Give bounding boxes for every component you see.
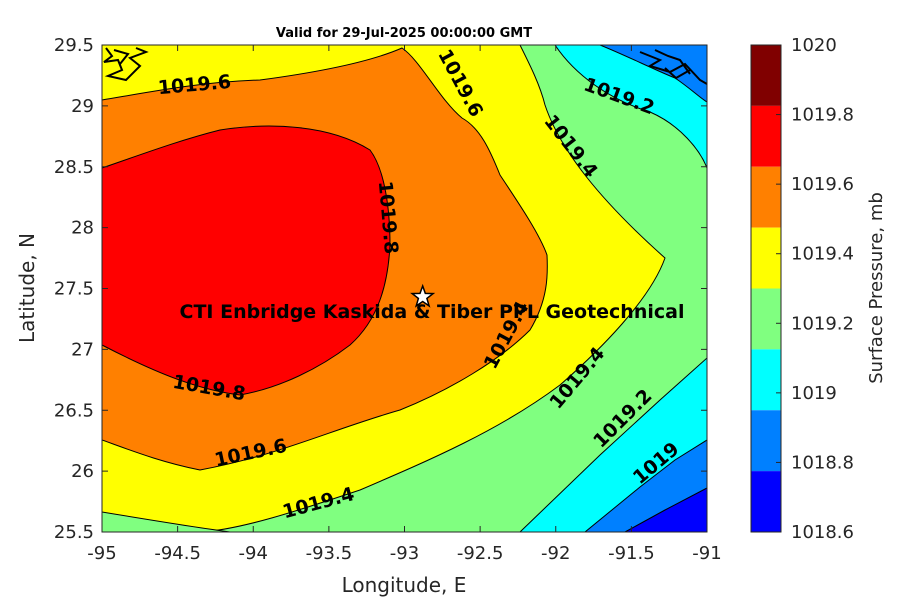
- colorbar-label: Surface Pressure, mb: [866, 192, 887, 384]
- colorbar-swatch: [751, 45, 781, 106]
- y-axis-label: Latitude, N: [15, 233, 39, 343]
- y-tick-label: 27.5: [54, 279, 94, 300]
- y-tick-label: 27: [71, 339, 94, 360]
- colorbar-swatch: [751, 349, 781, 411]
- colorbar-swatch: [751, 105, 781, 167]
- colorbar-tick-label: 1019.8: [791, 105, 854, 126]
- coastline-east: [639, 49, 707, 85]
- colorbar-tick-label: 1019.6: [791, 174, 854, 195]
- colorbar-tick-label: 1018.8: [791, 452, 854, 473]
- x-axis-ticks: -95 -94.5 -94 -93.5 -93 -92.5 -92 -91.5 -91: [87, 45, 722, 564]
- colorbar-swatch: [751, 410, 781, 472]
- colorbar-swatch: [751, 166, 781, 228]
- x-tick-label: -93.5: [306, 543, 353, 564]
- y-tick-label: 28: [71, 218, 94, 239]
- x-tick-label: -94: [239, 543, 268, 564]
- y-tick-label: 26.5: [54, 400, 94, 421]
- colorbar-tick-label: 1020: [791, 35, 837, 56]
- x-tick-label: -94.5: [154, 543, 201, 564]
- band-1018.6-corner: [624, 487, 707, 532]
- y-tick-label: 29: [71, 96, 94, 117]
- colorbar-swatch: [751, 471, 781, 532]
- x-tick-label: -92: [541, 543, 570, 564]
- site-label: CTI Enbridge Kaskida & Tiber PPL Geotech…: [180, 301, 685, 323]
- colorbar-tick-label: 1019.4: [791, 244, 854, 265]
- map-title: Valid for 29-Jul-2025 00:00:00 GMT: [276, 26, 532, 41]
- y-axis-ticks: 29.5 29 28.5 28 27.5 27 26.5 26 25.5: [54, 35, 707, 543]
- x-tick-label: -93: [390, 543, 419, 564]
- x-tick-label: -95: [87, 543, 116, 564]
- x-tick-label: -92.5: [457, 543, 504, 564]
- coastline-west: [103, 47, 149, 82]
- y-tick-label: 25.5: [54, 522, 94, 543]
- y-tick-label: 28.5: [54, 157, 94, 178]
- x-tick-label: -91: [692, 543, 721, 564]
- x-axis-label: Longitude, E: [342, 573, 467, 597]
- band-1019.8: [102, 125, 391, 396]
- colorbar-swatch: [751, 227, 781, 289]
- colorbar: 1020 1019.8 1019.6 1019.4 1019.2 1019 1018.8 10…: [750, 35, 854, 543]
- colorbar-swatch: [751, 288, 781, 350]
- colorbar-tick-label: 1019.2: [791, 313, 854, 334]
- colorbar-tick-label: 1019: [791, 383, 837, 404]
- y-tick-label: 26: [71, 461, 94, 482]
- y-tick-label: 29.5: [54, 35, 94, 56]
- colorbar-tick-label: 1018.6: [791, 522, 854, 543]
- contour-fill-area: [102, 45, 707, 532]
- colorbar-frame: [750, 44, 782, 533]
- star-icon: [410, 283, 436, 308]
- x-tick-label: -91.5: [608, 543, 655, 564]
